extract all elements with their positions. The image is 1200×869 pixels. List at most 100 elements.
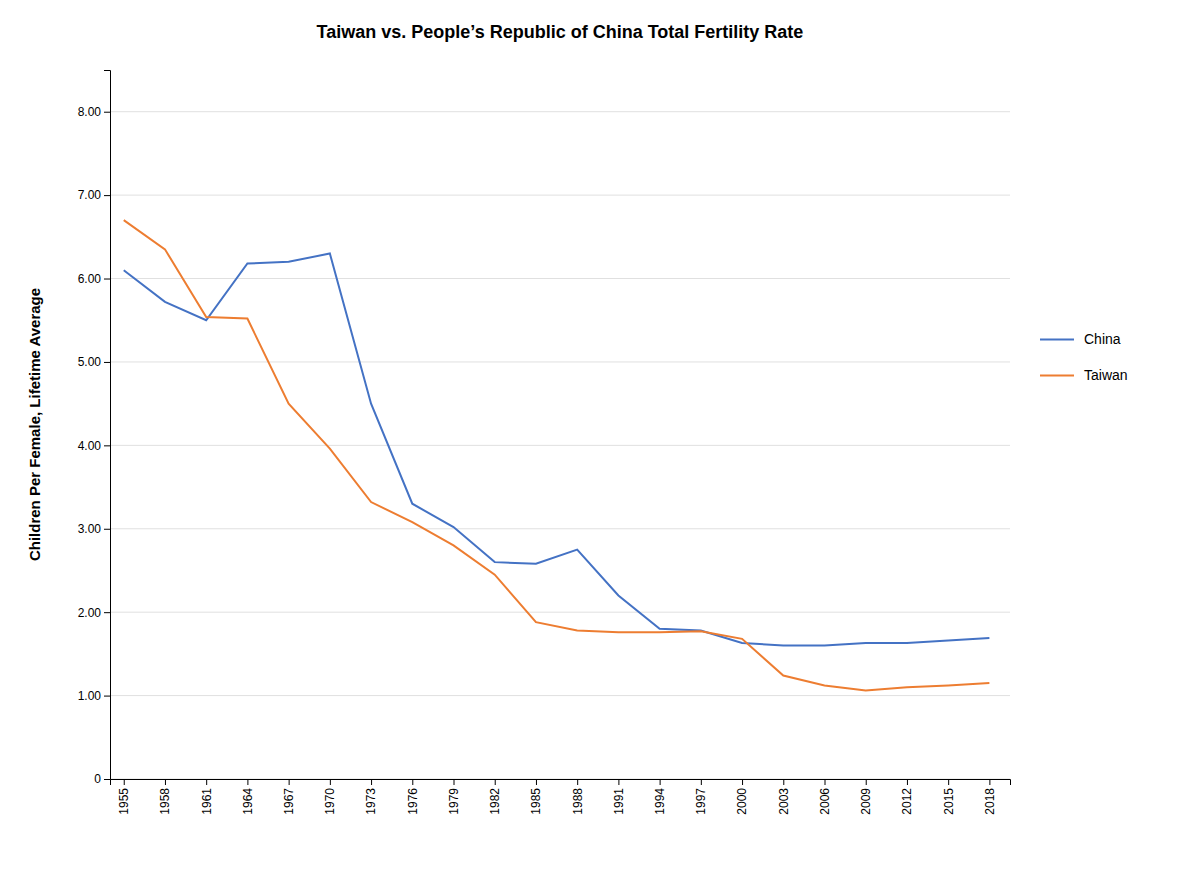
legend-item: China <box>1040 331 1121 347</box>
y-tick-label: 0 <box>94 772 101 786</box>
x-tick: 2018 <box>983 779 997 815</box>
x-tick-mark <box>289 779 290 785</box>
grid-line <box>110 528 1010 529</box>
x-tick: 2009 <box>859 779 873 815</box>
x-tick: 1997 <box>694 779 708 815</box>
x-tick-mark <box>825 779 826 785</box>
y-tick-label: 8.00 <box>78 105 102 119</box>
x-tick-mark <box>412 779 413 785</box>
y-axis-line <box>104 71 111 780</box>
x-axis-line <box>111 780 1011 786</box>
x-tick-mark <box>866 779 867 785</box>
x-tick-mark <box>783 779 784 785</box>
x-tick-label: 2015 <box>942 788 956 815</box>
x-tick-label: 1973 <box>364 788 378 815</box>
x-tick-mark <box>247 779 248 785</box>
x-tick-mark <box>536 779 537 785</box>
legend-item: Taiwan <box>1040 367 1128 383</box>
x-tick-label: 1985 <box>529 788 543 815</box>
x-tick: 1961 <box>200 779 214 815</box>
x-tick: 1976 <box>406 779 420 815</box>
x-tick-label: 2018 <box>983 788 997 815</box>
x-tick-label: 2003 <box>777 788 791 815</box>
x-tick: 2000 <box>735 779 749 815</box>
x-tick: 2012 <box>900 779 914 815</box>
x-axis: 1955195819611964196719701973197619791982… <box>111 779 1011 815</box>
y-tick: 3.00 <box>78 522 110 536</box>
x-tick: 1955 <box>117 779 131 815</box>
y-tick-label: 7.00 <box>78 188 102 202</box>
legend-swatch <box>1040 374 1074 376</box>
y-tick-mark <box>104 529 110 530</box>
y-tick-mark <box>104 279 110 280</box>
x-tick-label: 1994 <box>653 788 667 815</box>
y-tick-label: 2.00 <box>78 606 102 620</box>
x-tick-mark <box>577 779 578 785</box>
x-tick-label: 1997 <box>694 788 708 815</box>
x-tick-mark <box>948 779 949 785</box>
x-tick: 1985 <box>529 779 543 815</box>
x-tick-label: 1991 <box>612 788 626 815</box>
x-tick-mark <box>371 779 372 785</box>
grid-line <box>110 278 1010 279</box>
x-tick-mark <box>454 779 455 785</box>
x-tick-label: 1970 <box>323 788 337 815</box>
y-tick-label: 5.00 <box>78 355 102 369</box>
x-tick: 1973 <box>364 779 378 815</box>
legend-label: Taiwan <box>1084 367 1128 383</box>
lines <box>124 220 990 690</box>
x-tick-label: 1955 <box>117 788 131 815</box>
x-tick-label: 2006 <box>818 788 832 815</box>
x-tick-mark <box>495 779 496 785</box>
y-axis-title: Children Per Female, Lifetime Average <box>26 288 43 561</box>
x-tick: 1970 <box>323 779 337 815</box>
grid-line <box>110 195 1010 196</box>
plot: 1955195819611964196719701973197619791982… <box>78 71 1011 815</box>
y-tick: 2.00 <box>78 606 110 620</box>
x-tick: 1991 <box>612 779 626 815</box>
x-tick: 1967 <box>282 779 296 815</box>
y-tick: 7.00 <box>78 188 110 202</box>
y-tick: 8.00 <box>78 105 110 119</box>
y-tick-mark <box>104 445 110 446</box>
x-tick: 1988 <box>571 779 585 815</box>
x-tick-label: 1979 <box>447 788 461 815</box>
title: Taiwan vs. People’s Republic of China To… <box>317 22 804 42</box>
x-tick-label: 1958 <box>158 788 172 815</box>
x-tick: 1958 <box>158 779 172 815</box>
y-tick-mark <box>104 779 110 780</box>
x-tick-mark <box>701 779 702 785</box>
x-tick: 2006 <box>818 779 832 815</box>
x-tick-label: 2000 <box>735 788 749 815</box>
y-tick-label: 3.00 <box>78 522 102 536</box>
x-tick-label: 2009 <box>859 788 873 815</box>
y-tick-mark <box>104 362 110 363</box>
grid-line <box>110 445 1010 446</box>
x-tick-mark <box>330 779 331 785</box>
y-tick-label: 1.00 <box>78 689 102 703</box>
grid-line <box>110 361 1010 362</box>
x-tick-mark <box>742 779 743 785</box>
grid-line <box>110 612 1010 613</box>
x-tick-mark <box>989 779 990 785</box>
x-tick-mark <box>907 779 908 785</box>
y-tick: 6.00 <box>78 272 110 286</box>
x-tick-mark <box>165 779 166 785</box>
legend: China Taiwan <box>1040 331 1128 383</box>
grid-line <box>110 695 1010 696</box>
x-tick: 2003 <box>777 779 791 815</box>
x-tick-mark <box>124 779 125 785</box>
y-tick-mark <box>104 612 110 613</box>
chart: 1955195819611964196719701973197619791982… <box>0 0 1200 869</box>
y-tick-label: 6.00 <box>78 272 102 286</box>
y-axis: 0 1.00 2.00 3.00 4.00 5.00 6.00 7.00 8.00 <box>78 71 111 787</box>
x-tick: 2015 <box>942 779 956 815</box>
y-tick: 4.00 <box>78 439 110 453</box>
legend-label: China <box>1084 331 1121 347</box>
y-tick-mark <box>104 112 110 113</box>
x-tick: 1994 <box>653 779 667 815</box>
y-tick-label: 4.00 <box>78 439 102 453</box>
x-tick-mark <box>206 779 207 785</box>
x-tick-label: 1967 <box>282 788 296 815</box>
y-tick: 1.00 <box>78 689 110 703</box>
